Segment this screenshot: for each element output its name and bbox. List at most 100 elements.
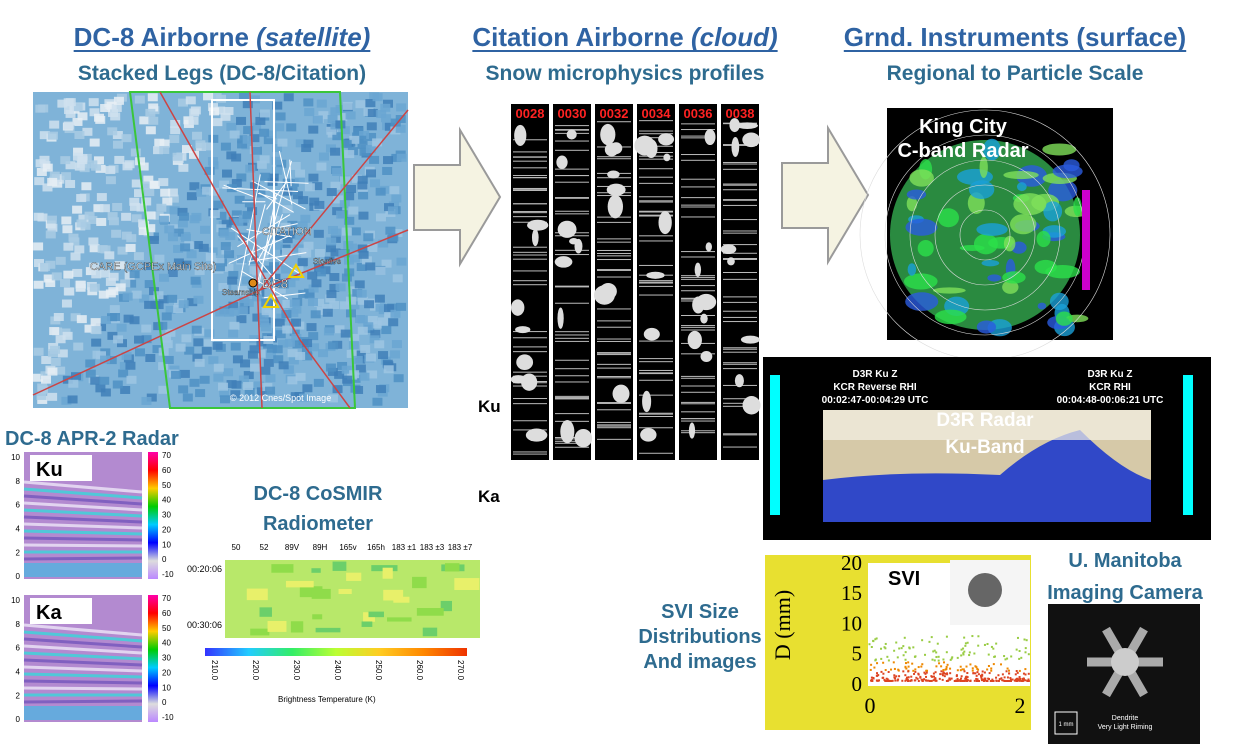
strip-text-line <box>555 396 589 397</box>
particle <box>705 129 716 145</box>
particle <box>558 221 577 238</box>
strip-text-line <box>513 252 547 253</box>
map-cell <box>311 279 321 287</box>
d3r-colorbar <box>770 375 780 515</box>
svi-dot <box>957 669 959 671</box>
particle <box>610 142 622 154</box>
map-cell <box>111 230 121 238</box>
strip-text-line <box>555 368 589 369</box>
apr2-cbar-tick: 0 <box>162 555 167 564</box>
strip-text-line <box>639 280 673 281</box>
svi-dot <box>977 671 979 673</box>
title-em: (satellite) <box>256 22 370 52</box>
cosmir-cell <box>286 581 314 587</box>
svi-caption: SVI Size <box>661 601 739 623</box>
strip-text-line <box>597 308 631 309</box>
apr2-ytick: 8 <box>16 477 21 486</box>
map-cell <box>311 310 321 318</box>
strip-text-line <box>681 186 715 187</box>
svi-dot <box>925 676 927 678</box>
cosmir-cell <box>333 562 347 571</box>
map-cell <box>173 153 183 161</box>
radar-echo-cell <box>1035 260 1057 274</box>
cosmir-cbar-tick: 240.0 <box>333 660 342 681</box>
svi-dot <box>1005 680 1007 682</box>
strip-text-line <box>555 303 589 304</box>
apr2-ytick: 2 <box>16 691 21 700</box>
d3r-header: D3R Ku Z <box>1088 369 1133 380</box>
svi-dot <box>880 648 882 650</box>
apr2-cbar-tick: -10 <box>162 570 174 579</box>
map-cell <box>388 318 398 326</box>
strip-text-line <box>597 368 631 369</box>
map-cell <box>224 250 234 258</box>
strip-text-line <box>597 424 631 425</box>
map-cell <box>189 117 199 125</box>
map-cell <box>346 185 356 193</box>
map-cell <box>252 147 262 155</box>
svi-dot <box>907 670 909 672</box>
map-cell <box>76 219 86 227</box>
svi-dot <box>908 666 910 668</box>
svi-dot <box>918 666 920 668</box>
map-cell <box>109 217 119 225</box>
strip-text-line <box>639 358 673 359</box>
map-cell <box>384 365 394 373</box>
cosmir-title: DC-8 CoSMIR <box>254 483 383 505</box>
svi-dot <box>904 674 906 676</box>
svi-dot <box>885 669 887 671</box>
particle <box>663 154 670 162</box>
cosmir-cell <box>312 614 322 619</box>
cosmir-title: Radiometer <box>263 513 373 535</box>
strip-text-line <box>555 397 589 398</box>
particle <box>569 238 578 244</box>
svi-dot <box>910 676 912 678</box>
strip-label: 0038 <box>726 106 755 121</box>
map-cell <box>146 211 156 219</box>
svi-xtick: 0 <box>865 693 876 718</box>
particle <box>741 336 760 344</box>
map-cell <box>358 327 368 335</box>
d3r-label: D3R Radar <box>936 410 1034 431</box>
svi-dot <box>906 679 908 681</box>
cosmir-cell <box>312 589 331 599</box>
map-cell <box>99 377 109 385</box>
svi-dot <box>986 680 988 682</box>
map-cell <box>308 298 318 306</box>
svi-dot <box>956 675 958 677</box>
map-cell <box>209 107 219 115</box>
svi-dot <box>998 680 1000 682</box>
svi-dot <box>992 648 994 650</box>
map-cell <box>324 327 334 335</box>
svi-dot <box>977 645 979 647</box>
svi-dot <box>982 670 984 672</box>
map-cell <box>72 269 82 277</box>
svi-dot <box>946 651 948 653</box>
svi-dot <box>912 670 914 672</box>
map-cell <box>260 155 270 163</box>
strip-text-line <box>723 162 757 163</box>
radar-echo-cell <box>935 310 967 324</box>
map-cell <box>365 262 375 270</box>
map-cell <box>199 244 209 252</box>
svi-dot <box>1008 670 1010 672</box>
radar-echo-cell <box>1056 312 1073 326</box>
cosmir-channel: 165h <box>367 543 385 552</box>
svi-dot <box>898 670 900 672</box>
map-cell <box>260 109 270 117</box>
map-cell <box>375 295 385 303</box>
strip-text-line <box>723 185 757 186</box>
strip-text-line <box>597 364 631 365</box>
map-cell <box>230 131 240 139</box>
map-cell <box>376 385 386 393</box>
strip-text-line <box>555 381 589 382</box>
map-cell <box>298 196 308 204</box>
map-cell <box>396 103 406 111</box>
particle <box>526 429 547 442</box>
svi-dot <box>886 656 888 658</box>
svi-dot <box>873 678 875 680</box>
map-cell <box>39 156 49 164</box>
map-cell <box>186 96 196 104</box>
map-cell <box>229 322 239 330</box>
scale-label: 1 mm <box>1059 722 1074 728</box>
